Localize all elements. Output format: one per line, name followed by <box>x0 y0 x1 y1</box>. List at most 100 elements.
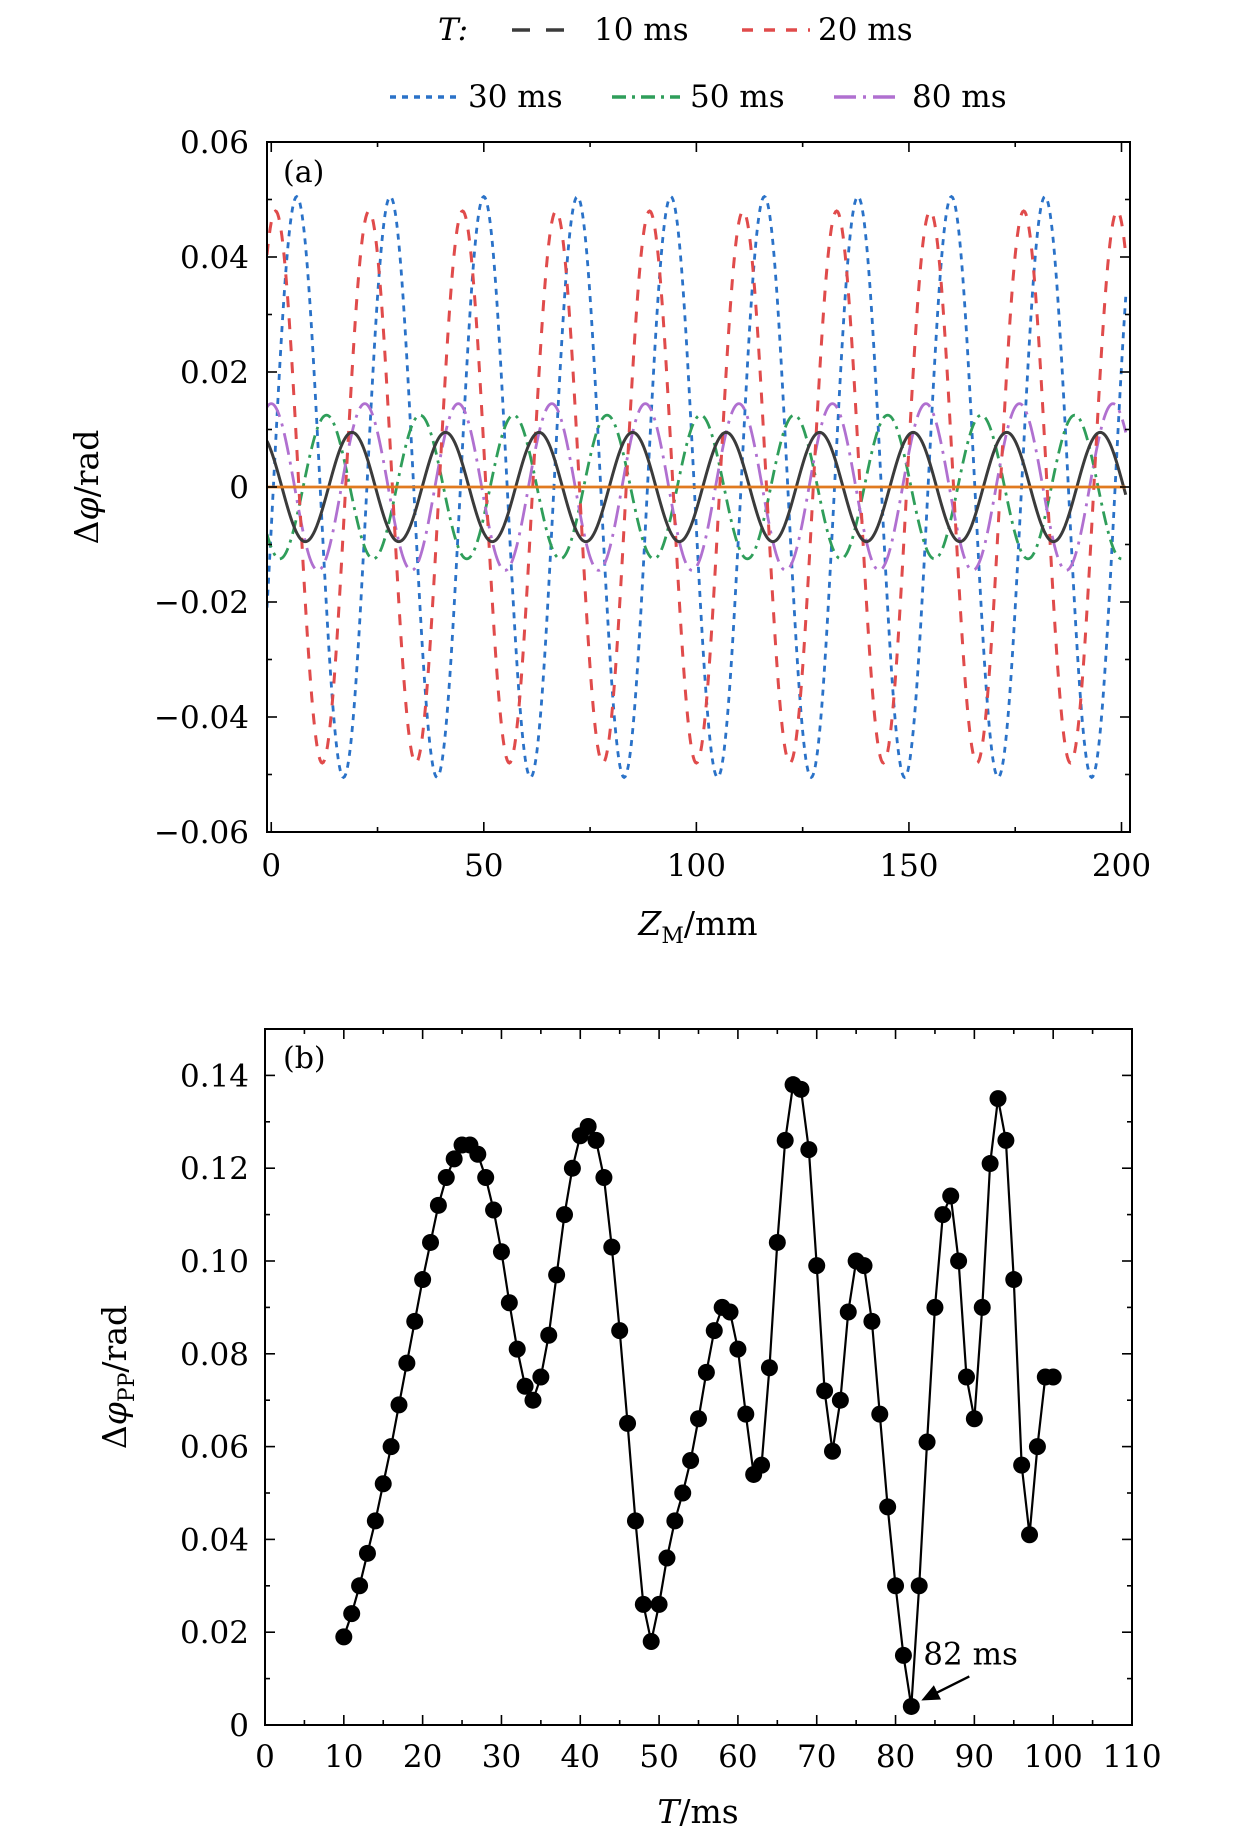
a-series-line <box>267 402 1128 572</box>
b-data-point <box>658 1549 676 1567</box>
b-data-point <box>429 1196 447 1214</box>
a-ytick-label: 0.06 <box>180 125 249 161</box>
b-xtick-label: 60 <box>718 1739 757 1775</box>
b-xtick-label: 30 <box>482 1739 521 1775</box>
chart-b-ticks: 0 10 20 30 40 50 60 70 80 90 100 110 0 0.02 0.04 0.06 0.… <box>180 1029 1162 1775</box>
b-data-point <box>1013 1456 1031 1474</box>
b-data-point <box>626 1512 644 1530</box>
b-data-point <box>918 1433 936 1451</box>
chart-b-ylabel: ΔφPP/rad <box>95 1305 140 1449</box>
b-data-point <box>721 1303 739 1321</box>
b-data-point <box>816 1382 834 1400</box>
b-data-point <box>492 1243 510 1261</box>
chart-a: 0 50 100 150 200 −0.06 −0.04 −0.02 0 0.02 0.04 0.06… <box>67 125 1151 949</box>
chart-b-xlabel: T/ms <box>657 1792 738 1831</box>
b-ytick-label: 0.04 <box>180 1522 249 1558</box>
a-series-line <box>267 194 1128 780</box>
b-data-point <box>366 1512 384 1530</box>
b-data-point <box>839 1303 857 1321</box>
b-data-point <box>351 1577 369 1595</box>
b-xtick-label: 40 <box>561 1739 600 1775</box>
chart-b-series <box>335 1076 1062 1715</box>
b-xtick-label: 80 <box>876 1739 915 1775</box>
a-series-line <box>267 413 1127 561</box>
a-xtick-label: 200 <box>1092 848 1151 884</box>
b-data-point <box>642 1632 660 1650</box>
b-data-point <box>508 1340 526 1358</box>
a-series-line <box>267 430 1128 544</box>
a-ytick-label: 0.02 <box>180 355 249 391</box>
b-data-point <box>619 1414 637 1432</box>
b-data-point <box>611 1322 629 1340</box>
b-data-point <box>595 1168 613 1186</box>
b-data-point <box>926 1298 944 1316</box>
b-data-point <box>1005 1271 1023 1289</box>
a-ytick-label: −0.02 <box>154 585 249 621</box>
b-data-point <box>989 1090 1007 1108</box>
b-data-point <box>855 1257 873 1275</box>
annotation-arrowhead <box>921 1685 941 1701</box>
b-data-point <box>753 1456 771 1474</box>
b-data-point <box>587 1131 605 1149</box>
a-ytick-label: 0 <box>229 470 249 506</box>
a-xtick-label: 100 <box>667 848 726 884</box>
a-ytick-label: −0.06 <box>154 815 249 851</box>
chart-b-panel-label: (b) <box>283 1041 326 1076</box>
b-data-point <box>690 1410 707 1428</box>
b-xtick-label: 70 <box>797 1739 836 1775</box>
b-ytick-label: 0.12 <box>180 1151 249 1187</box>
b-data-point <box>981 1155 999 1173</box>
b-ytick-label: 0 <box>229 1708 249 1744</box>
b-ytick-label: 0.14 <box>180 1058 249 1094</box>
b-data-point <box>887 1577 905 1595</box>
b-data-point <box>879 1498 897 1516</box>
b-data-point <box>776 1131 794 1149</box>
b-data-point <box>1044 1368 1062 1386</box>
b-data-point <box>674 1484 692 1502</box>
b-data-point <box>697 1363 715 1381</box>
b-data-point <box>406 1312 424 1330</box>
a-ytick-label: −0.04 <box>154 700 249 736</box>
b-data-point <box>414 1271 432 1289</box>
chart-a-xlabel: ZM/mm <box>637 904 757 949</box>
legend-label-80ms: 80 ms <box>912 79 1007 115</box>
legend-label-20ms: 20 ms <box>818 12 913 48</box>
b-data-point <box>760 1359 778 1377</box>
chart-a-panel-label: (a) <box>283 155 324 190</box>
b-data-point <box>548 1266 566 1284</box>
b-data-point <box>390 1396 408 1414</box>
b-data-point <box>965 1410 983 1428</box>
b-data-point <box>1028 1438 1046 1456</box>
b-data-point <box>666 1512 684 1530</box>
b-data-point <box>902 1697 920 1715</box>
b-data-point <box>563 1159 581 1177</box>
b-data-point <box>516 1377 534 1395</box>
b-data-point <box>950 1252 968 1270</box>
b-xtick-label: 0 <box>255 1739 275 1775</box>
b-data-point <box>524 1391 542 1409</box>
a-xtick-label: 150 <box>879 848 938 884</box>
legend-title: T: <box>438 12 468 48</box>
b-ytick-label: 0.10 <box>180 1244 249 1280</box>
b-data-point <box>831 1391 849 1409</box>
b-ytick-label: 0.02 <box>180 1615 249 1651</box>
legend-label-10ms: 10 ms <box>594 12 689 48</box>
b-data-point <box>579 1117 597 1135</box>
b-data-point <box>863 1312 881 1330</box>
b-data-point <box>1021 1526 1039 1544</box>
b-data-point <box>682 1452 700 1470</box>
b-data-point <box>973 1298 991 1316</box>
b-data-point <box>737 1405 755 1423</box>
b-data-point <box>910 1577 928 1595</box>
b-data-point <box>808 1257 826 1275</box>
b-data-point <box>437 1168 455 1186</box>
b-data-point <box>603 1238 621 1256</box>
b-data-point <box>634 1595 652 1613</box>
b-data-point <box>705 1322 723 1340</box>
b-ytick-label: 0.08 <box>180 1337 249 1373</box>
legend-label-30ms: 30 ms <box>468 79 563 115</box>
chart-a-series <box>267 194 1128 780</box>
b-data-point <box>768 1233 786 1251</box>
b-data-point <box>382 1438 400 1456</box>
